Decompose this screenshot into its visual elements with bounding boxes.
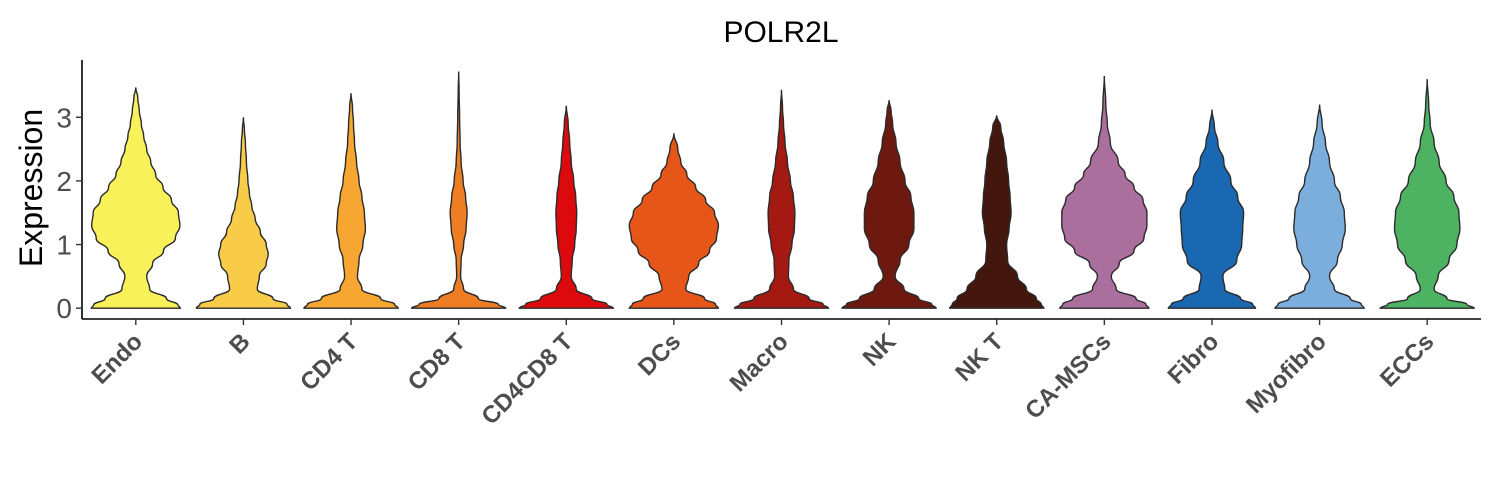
x-tick-label: CD4 T xyxy=(295,328,363,396)
x-tick-label: ECCs xyxy=(1375,328,1439,392)
violin-cd4-t xyxy=(303,92,399,309)
y-tick-label: 1 xyxy=(56,230,72,261)
y-ticks: 0 1 2 3 xyxy=(56,102,82,324)
violin-eccs xyxy=(1379,78,1475,309)
x-tick-label: Endo xyxy=(87,328,149,390)
chart-title: POLR2L xyxy=(723,16,838,49)
x-tick-label: NK xyxy=(858,328,902,372)
violin-nk xyxy=(841,99,937,309)
violin-dcs xyxy=(628,132,720,309)
violin-cd4cd8-t xyxy=(518,105,615,309)
x-tick-label: CD8 T xyxy=(403,328,471,396)
x-tick-label: Fibro xyxy=(1163,328,1225,390)
x-tick-label: NK T xyxy=(950,328,1009,387)
violin-cd8-t xyxy=(410,70,507,309)
violin-endo xyxy=(90,87,182,309)
violin-macro xyxy=(733,89,830,309)
violin-myofibro xyxy=(1274,104,1365,309)
y-tick-label: 0 xyxy=(56,293,72,324)
y-tick-label: 2 xyxy=(56,166,72,197)
violin-b xyxy=(195,116,292,309)
y-tick-label: 3 xyxy=(56,102,72,133)
x-tick-label: DCs xyxy=(633,328,686,381)
x-tick-label: Myofibro xyxy=(1241,328,1332,419)
x-tick-label: B xyxy=(224,328,255,359)
violin-fibro xyxy=(1167,108,1257,309)
x-tick-label: Macro xyxy=(725,328,794,397)
violins xyxy=(90,70,1475,309)
x-tick-label: CD4CD8 T xyxy=(476,328,578,430)
violin-ca-mscs xyxy=(1059,75,1150,309)
y-axis-label: Expression xyxy=(13,109,49,267)
x-ticks: Endo B CD4 T CD8 T CD4CD8 T DCs Macro NK NK T CA-… xyxy=(87,319,1439,430)
x-tick-label: CA-MSCs xyxy=(1020,328,1116,424)
violin-nk-t xyxy=(948,115,1045,309)
